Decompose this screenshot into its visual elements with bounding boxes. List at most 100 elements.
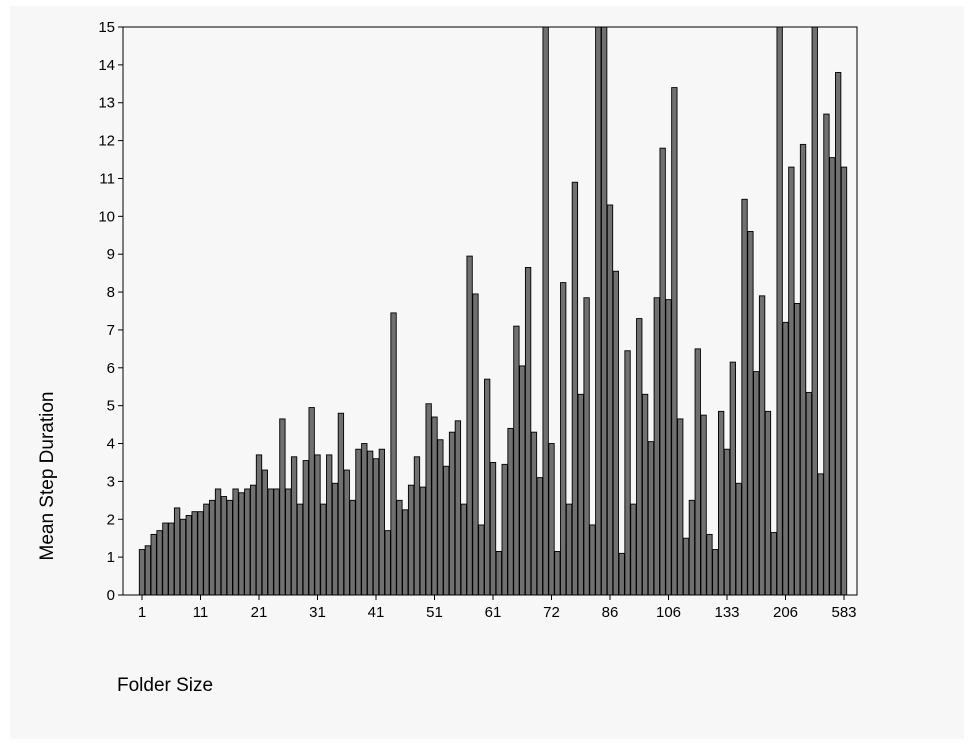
bar bbox=[653, 297, 660, 596]
y-tick-label: 8 bbox=[107, 284, 115, 301]
y-tick-label: 13 bbox=[98, 95, 115, 112]
bar bbox=[501, 463, 508, 596]
bar bbox=[273, 488, 280, 596]
bar bbox=[138, 549, 146, 596]
bar bbox=[589, 524, 596, 596]
x-tick-label: 583 bbox=[831, 604, 856, 621]
bar bbox=[677, 418, 684, 596]
bar bbox=[478, 524, 485, 596]
y-tick-label: 12 bbox=[98, 133, 115, 150]
x-tick-label: 206 bbox=[773, 604, 798, 621]
bar bbox=[226, 499, 233, 596]
bar bbox=[326, 454, 333, 596]
bar bbox=[367, 450, 374, 596]
bar bbox=[735, 482, 742, 596]
y-tick-label: 2 bbox=[107, 511, 115, 528]
bar bbox=[185, 515, 192, 596]
bar bbox=[337, 412, 345, 596]
bar bbox=[835, 71, 842, 596]
bar bbox=[565, 503, 573, 596]
bar bbox=[665, 299, 672, 596]
bar bbox=[636, 318, 643, 596]
bar bbox=[361, 443, 368, 596]
y-tick-label: 15 bbox=[98, 19, 115, 36]
bar bbox=[173, 507, 181, 596]
bar bbox=[583, 297, 590, 596]
bar bbox=[729, 361, 737, 596]
bar bbox=[811, 26, 818, 596]
bar bbox=[788, 166, 795, 596]
bar bbox=[372, 458, 380, 596]
bar bbox=[630, 503, 637, 596]
bar bbox=[723, 448, 731, 596]
bar bbox=[700, 414, 707, 596]
bar bbox=[220, 496, 228, 596]
bar bbox=[168, 522, 175, 596]
bar bbox=[302, 460, 309, 596]
bar bbox=[296, 503, 304, 596]
bar bbox=[682, 537, 690, 596]
bar bbox=[612, 270, 620, 596]
y-tick-label: 5 bbox=[107, 398, 115, 415]
x-axis-title: Folder Size bbox=[117, 675, 213, 696]
bar bbox=[466, 255, 473, 596]
bar bbox=[764, 410, 772, 596]
chart-canvas: 0 1 2 3 4 5 6 7 8 9 10 11 12 13 14 15 1 11 21 31 41 51 61 72 86… bbox=[10, 6, 964, 739]
bar bbox=[840, 166, 848, 596]
bar bbox=[536, 477, 543, 596]
bar bbox=[747, 231, 754, 596]
bar bbox=[308, 407, 315, 596]
bar bbox=[647, 441, 655, 596]
bar bbox=[624, 350, 631, 596]
y-tick-label: 14 bbox=[98, 57, 115, 74]
bar bbox=[384, 530, 391, 596]
y-tick-label: 11 bbox=[99, 170, 115, 187]
bar bbox=[823, 113, 830, 596]
bar bbox=[267, 488, 274, 596]
bar bbox=[431, 416, 438, 596]
y-tick-label: 7 bbox=[107, 322, 115, 339]
bar bbox=[548, 443, 555, 596]
bar bbox=[425, 403, 432, 596]
bar bbox=[150, 533, 157, 596]
bar bbox=[770, 532, 777, 596]
bar bbox=[507, 427, 514, 596]
bar bbox=[671, 87, 678, 596]
bar bbox=[712, 549, 719, 596]
bars-group bbox=[138, 26, 848, 596]
bar bbox=[261, 469, 268, 596]
bar bbox=[829, 157, 836, 596]
bar bbox=[355, 448, 362, 596]
bar bbox=[706, 533, 713, 596]
bar bbox=[595, 26, 602, 596]
x-tick-label: 41 bbox=[368, 604, 385, 621]
bar bbox=[209, 499, 216, 596]
bar bbox=[179, 518, 187, 596]
bar bbox=[519, 365, 526, 596]
bar bbox=[244, 488, 251, 596]
plot-frame bbox=[122, 26, 858, 596]
bar bbox=[396, 499, 403, 596]
bar bbox=[437, 439, 444, 596]
bar bbox=[144, 545, 151, 596]
x-tick-label: 61 bbox=[485, 604, 502, 621]
bar bbox=[349, 499, 356, 596]
y-tick-label: 6 bbox=[107, 360, 115, 377]
bar bbox=[688, 499, 696, 596]
bar bbox=[805, 391, 813, 596]
y-tick-label: 4 bbox=[107, 436, 115, 453]
y-tick-label: 1 bbox=[107, 549, 115, 566]
x-tick-label: 106 bbox=[656, 604, 681, 621]
x-tick-label: 11 bbox=[193, 604, 209, 621]
bar bbox=[694, 348, 701, 596]
bar bbox=[331, 482, 339, 596]
bar bbox=[320, 503, 327, 596]
bar bbox=[524, 267, 532, 596]
bar bbox=[794, 302, 801, 596]
bar bbox=[513, 325, 520, 596]
bar bbox=[489, 462, 497, 596]
bar bbox=[191, 511, 198, 596]
bar bbox=[460, 503, 467, 596]
y-axis-title: Mean Step Duration bbox=[37, 392, 58, 561]
bar bbox=[203, 503, 210, 596]
